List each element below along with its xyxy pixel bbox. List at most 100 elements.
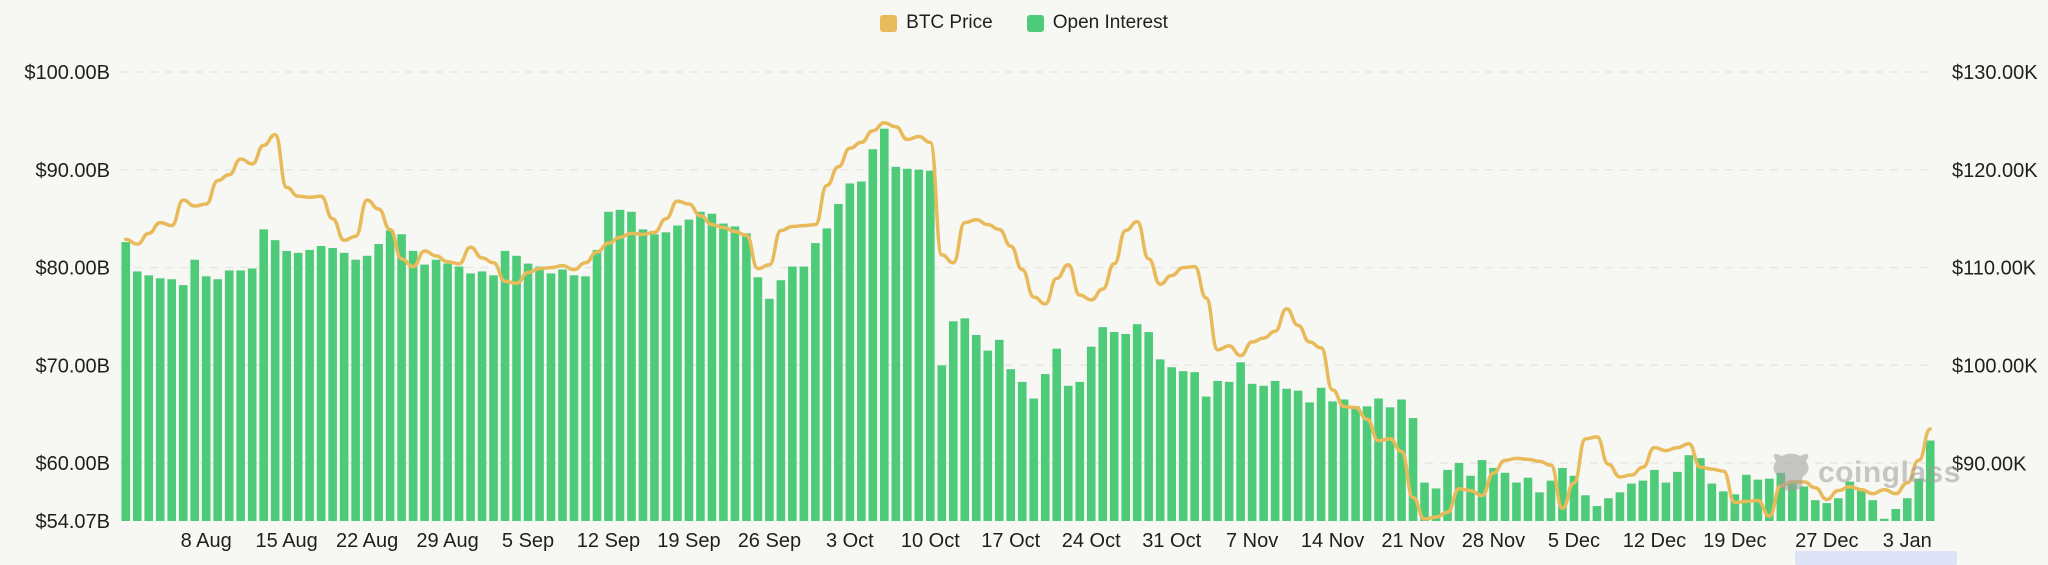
x-axis-tick: 8 Aug [181, 530, 232, 552]
oi-bar [1431, 488, 1441, 521]
oi-bar [489, 275, 498, 521]
oi-bar [1178, 371, 1188, 521]
x-axis-tick: 5 Sep [502, 530, 554, 552]
y-axis-min-label: $54.07B [35, 511, 110, 533]
oi-bar [1604, 498, 1613, 521]
legend-item-btc-price[interactable]: BTC Price [880, 12, 993, 34]
oi-bar [558, 269, 567, 521]
oi-bar [1236, 362, 1245, 521]
oi-bar [788, 266, 797, 521]
oi-bar [546, 273, 556, 521]
oi-bar [1201, 396, 1211, 521]
oi-bar [1397, 399, 1406, 521]
y-axis-tick-left: $70.00B [35, 355, 110, 377]
oi-bar [1086, 346, 1096, 521]
oi-bar [1546, 480, 1556, 521]
oi-bar [523, 263, 533, 521]
x-axis-tick: 3 Jan [1883, 530, 1932, 552]
oi-bar [1144, 332, 1153, 521]
oi-bar [1811, 500, 1820, 521]
oi-bar [960, 318, 970, 521]
oi-bar [201, 276, 211, 521]
oi-bar [293, 252, 303, 521]
oi-bar [1293, 390, 1303, 521]
oi-bar [1673, 471, 1682, 521]
oi-bar [696, 211, 705, 522]
x-axis-tick: 10 Oct [901, 530, 960, 552]
oi-bar [604, 211, 613, 522]
oi-bar [1282, 388, 1291, 521]
oi-bar [983, 350, 993, 521]
oi-bar [339, 252, 349, 521]
oi-bar [1615, 492, 1625, 521]
oi-bar [1454, 463, 1464, 521]
oi-bar [408, 250, 418, 521]
oi-bar [1535, 492, 1544, 521]
oi-bar [776, 280, 786, 521]
oi-bar [1650, 469, 1659, 521]
oi-bar [1224, 381, 1234, 521]
oi-bar [719, 223, 728, 522]
y-axis-tick-left: $90.00B [35, 160, 110, 182]
oi-bar [868, 149, 878, 521]
oi-bar [1155, 359, 1165, 521]
x-axis-tick: 14 Nov [1301, 530, 1364, 552]
oi-bar [121, 242, 131, 522]
oi-bar [1730, 494, 1740, 521]
oi-bar [178, 285, 188, 521]
oi-bar [132, 271, 142, 521]
oi-bar [615, 209, 625, 521]
oi-bar [1098, 327, 1108, 521]
oi-bar [190, 259, 200, 521]
oi-bar [1489, 467, 1498, 521]
y-axis-tick-right: $130.00K [1952, 62, 2038, 84]
oi-bar [1661, 482, 1671, 521]
oi-bar [937, 365, 947, 521]
oi-bar [673, 225, 682, 522]
y-axis-tick-right: $110.00K [1952, 258, 2037, 280]
oi-bar [155, 278, 165, 521]
oi-bar [316, 246, 326, 521]
oi-bar [1581, 495, 1590, 521]
oi-bar [1558, 467, 1567, 521]
oi-bar [1879, 518, 1889, 521]
oi-bar [845, 183, 855, 522]
y-axis-tick-left: $100.00B [24, 62, 110, 84]
oi-bar [259, 229, 268, 521]
oi-bar [753, 277, 763, 521]
oi-bar [1742, 474, 1751, 521]
oi-bar [1627, 483, 1636, 521]
oi-bar [1006, 369, 1016, 521]
time-range-selection[interactable] [1795, 551, 1957, 565]
oi-bar [857, 181, 866, 522]
oi-bar [500, 250, 510, 521]
oi-bar [247, 268, 257, 521]
oi-bar [1190, 372, 1199, 521]
oi-bar [1374, 398, 1383, 521]
oi-bar [581, 276, 590, 521]
oi-bar [466, 273, 475, 521]
oi-bar [1247, 383, 1257, 521]
x-axis-tick: 12 Dec [1623, 530, 1686, 552]
oi-bar [926, 170, 935, 521]
oi-bar [1776, 472, 1786, 521]
oi-bar [730, 226, 740, 521]
oi-bar [374, 244, 383, 521]
oi-bar [1500, 472, 1510, 521]
btc-price-swatch-icon [880, 14, 898, 32]
oi-bar [1316, 387, 1326, 521]
x-axis-tick: 29 Aug [416, 530, 478, 552]
x-axis-tick: 12 Sep [577, 530, 640, 552]
oi-bar [512, 255, 521, 522]
legend-item-open-interest[interactable]: Open Interest [1026, 12, 1168, 34]
oi-bar [971, 334, 981, 521]
oi-bar [661, 232, 671, 521]
oi-bar [305, 249, 314, 521]
oi-bar [569, 275, 579, 521]
oi-bar [385, 230, 395, 522]
oi-bar [1052, 348, 1062, 521]
oi-bar [282, 250, 291, 521]
x-axis-tick: 31 Oct [1142, 530, 1201, 552]
